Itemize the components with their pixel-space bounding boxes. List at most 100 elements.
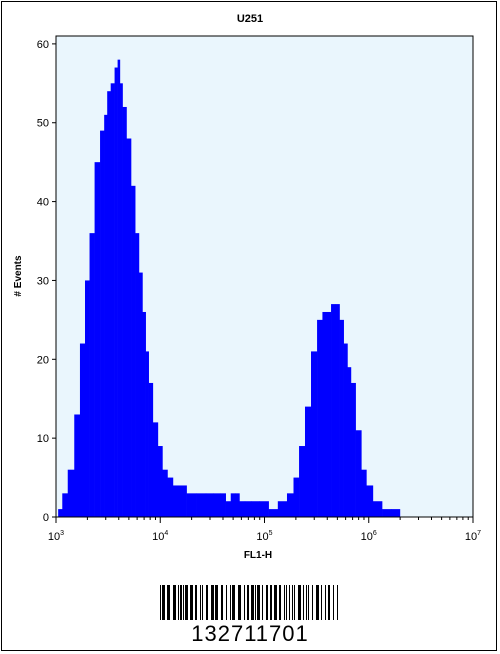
histogram-bar xyxy=(327,311,332,517)
barcode-bar xyxy=(167,585,170,620)
barcode-bar xyxy=(247,585,249,620)
histogram-bar xyxy=(339,319,344,517)
barcode-bar xyxy=(257,585,260,620)
histogram-bar xyxy=(110,83,115,517)
histogram-bar xyxy=(286,493,294,517)
barcode-bar xyxy=(211,585,214,620)
x-tick-label: 103 xyxy=(48,530,64,543)
y-tick-label: 30 xyxy=(37,275,49,287)
histogram-bar xyxy=(230,493,236,517)
histogram-bar xyxy=(104,114,108,517)
histogram-bar xyxy=(213,493,221,517)
histogram-bar xyxy=(355,430,362,517)
histogram-bar xyxy=(350,382,356,517)
barcode-bar xyxy=(325,585,326,620)
barcode-bar xyxy=(303,585,304,620)
histogram-bar xyxy=(343,343,348,517)
barcode-bar xyxy=(286,585,287,620)
histogram-bar xyxy=(334,304,340,517)
y-tick-label: 10 xyxy=(37,433,49,445)
histogram-bar xyxy=(391,509,401,517)
histogram-bar xyxy=(196,493,207,517)
barcode-bar xyxy=(306,585,307,620)
histogram-bar xyxy=(167,477,174,517)
histogram-bar xyxy=(74,414,81,517)
histogram-bar xyxy=(117,59,121,517)
barcode-bar xyxy=(337,585,338,620)
barcode-bar xyxy=(266,585,268,620)
barcode-bar xyxy=(195,585,197,620)
histogram-bar xyxy=(131,185,136,517)
histogram-bar xyxy=(244,501,252,517)
histogram-bar xyxy=(85,280,90,517)
histogram-bar xyxy=(58,509,63,517)
histogram-bar xyxy=(235,493,240,517)
histogram-bars xyxy=(58,59,401,517)
barcode-bar xyxy=(298,585,301,620)
histogram-bar xyxy=(293,477,300,517)
barcode-bar xyxy=(270,585,272,620)
histogram-bar xyxy=(122,106,127,517)
histogram-bar xyxy=(119,83,123,517)
barcode-bar xyxy=(251,585,254,620)
barcode-bar xyxy=(183,585,184,620)
histogram-bar xyxy=(138,272,143,517)
barcode-bar xyxy=(185,585,188,620)
histogram-bar xyxy=(172,485,179,517)
barcode-bar xyxy=(308,585,309,620)
histogram-bar xyxy=(89,233,95,517)
barcode-bar xyxy=(215,585,218,620)
barcode-bar xyxy=(262,585,263,620)
y-tick-label: 0 xyxy=(43,512,49,524)
barcode-bar xyxy=(294,585,295,620)
histogram-bar xyxy=(79,343,86,517)
barcode-bar xyxy=(321,585,322,620)
barcode-bar xyxy=(206,585,208,620)
histogram-bar xyxy=(259,501,269,517)
barcode-bar xyxy=(244,585,245,620)
histogram-bar xyxy=(178,485,187,517)
barcode-bar xyxy=(232,585,235,620)
histogram-bar xyxy=(268,509,279,517)
histogram-bar xyxy=(94,162,101,517)
barcode-bar xyxy=(284,585,285,620)
histogram-bar xyxy=(100,130,105,517)
barcode-bar xyxy=(221,585,223,620)
histogram-bar xyxy=(162,469,168,517)
barcode-bar xyxy=(328,585,330,620)
histogram-bar xyxy=(126,138,132,517)
barcode-bar xyxy=(162,585,165,620)
histogram-bar xyxy=(219,493,226,517)
histogram-bar xyxy=(186,493,197,517)
barcode-bar xyxy=(289,585,290,620)
x-tick-label: 105 xyxy=(256,530,272,543)
histogram-bar xyxy=(67,469,75,517)
histogram-bar xyxy=(239,501,246,517)
barcode-bar xyxy=(312,585,313,620)
histogram-bar xyxy=(311,351,318,517)
barcode-bar xyxy=(238,585,241,620)
barcode-bar xyxy=(202,585,203,620)
barcode-bar xyxy=(279,585,281,620)
histogram-bar xyxy=(114,67,118,517)
histogram-bar xyxy=(152,422,159,517)
barcode-bar xyxy=(178,585,179,620)
barcode-bar xyxy=(333,585,334,620)
histogram-bar xyxy=(142,311,146,517)
y-tick-label: 50 xyxy=(37,118,49,130)
histogram-bar xyxy=(382,509,392,517)
histogram-bar xyxy=(157,446,163,517)
barcode-bar xyxy=(255,585,256,620)
histogram-bar xyxy=(366,485,374,517)
histogram-bar xyxy=(331,304,336,517)
histogram-bar xyxy=(135,233,140,517)
x-tick-label: 106 xyxy=(361,530,377,543)
histogram-bar xyxy=(361,469,367,517)
barcode-bar xyxy=(274,585,277,620)
barcode-bar xyxy=(173,585,176,620)
barcode-number: 132711701 xyxy=(191,621,309,646)
x-tick-label: 104 xyxy=(152,530,168,543)
y-axis: 0 10 20 30 40 50 60 xyxy=(37,39,56,524)
chart-title: U251 xyxy=(237,13,263,25)
